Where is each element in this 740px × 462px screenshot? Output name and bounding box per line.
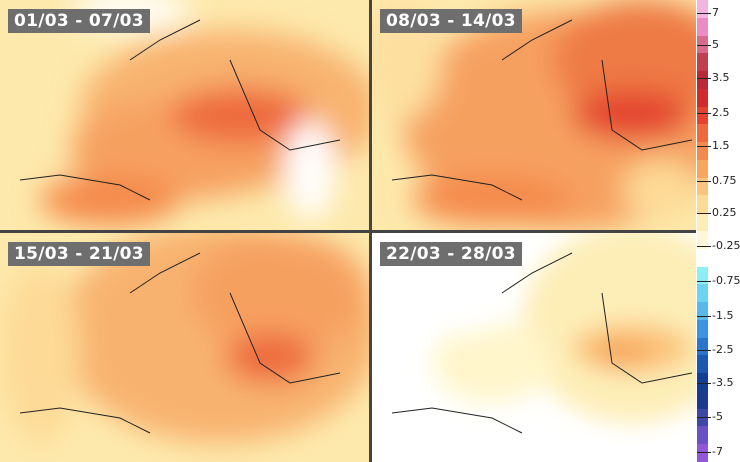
legend-label: -0.25 xyxy=(712,239,740,252)
legend-label: -5 xyxy=(712,410,723,423)
legend-tick xyxy=(697,452,711,453)
legend-swatch xyxy=(697,213,708,232)
legend-tick xyxy=(697,246,711,247)
panel-title: 01/03 - 07/03 xyxy=(8,9,150,33)
map-panel-week1: 01/03 - 07/03 xyxy=(0,0,369,230)
legend-tick xyxy=(697,181,711,182)
legend-swatch xyxy=(697,35,708,54)
panel-title: 08/03 - 14/03 xyxy=(380,9,522,33)
legend-label: 5 xyxy=(712,38,719,51)
map-panel-week3: 15/03 - 21/03 xyxy=(0,233,369,462)
legend-label: 1.5 xyxy=(712,139,730,152)
legend-swatch xyxy=(697,426,708,445)
legend-tick xyxy=(697,213,711,214)
legend-swatch xyxy=(697,142,708,161)
legend-swatch xyxy=(697,390,708,410)
legend-swatch xyxy=(697,124,708,143)
legend-tick xyxy=(697,13,711,14)
legend-swatch xyxy=(697,355,708,374)
legend-tick xyxy=(697,350,711,351)
legend-swatch xyxy=(697,0,708,19)
legend-swatch xyxy=(697,337,708,356)
legend-label: -1.5 xyxy=(712,309,734,322)
legend-tick xyxy=(697,45,711,46)
legend-swatch xyxy=(697,302,708,321)
legend-swatch xyxy=(697,17,708,37)
legend-tick xyxy=(697,146,711,147)
legend-label: -7 xyxy=(712,445,723,458)
legend-swatch xyxy=(697,195,708,214)
panel-divider xyxy=(0,230,696,233)
map-panel-week4: 22/03 - 28/03 xyxy=(372,233,696,462)
anomaly-map xyxy=(0,233,369,443)
map-panel-week2: 08/03 - 14/03 xyxy=(372,0,696,230)
legend-swatch xyxy=(697,284,708,303)
anomaly-map xyxy=(19,0,369,225)
legend-label: 0.25 xyxy=(712,206,737,219)
anomaly-map xyxy=(391,233,696,434)
legend-tick xyxy=(697,316,711,317)
legend-swatch xyxy=(697,106,708,125)
legend-swatch xyxy=(697,248,708,268)
panel-title: 22/03 - 28/03 xyxy=(380,242,522,266)
legend-label: -3.5 xyxy=(712,376,734,389)
legend-swatch xyxy=(697,71,708,90)
legend-tick xyxy=(697,281,711,282)
legend-label: -2.5 xyxy=(712,343,734,356)
legend-tick xyxy=(697,113,711,114)
legend-label: 3.5 xyxy=(712,71,730,84)
legend-swatch xyxy=(697,266,708,285)
anomaly-map xyxy=(372,0,696,230)
panel-title: 15/03 - 21/03 xyxy=(8,242,150,266)
legend-tick xyxy=(697,383,711,384)
legend-swatch xyxy=(697,159,708,179)
legend-swatch xyxy=(697,177,708,196)
legend-label: 0.75 xyxy=(712,174,737,187)
legend-swatch xyxy=(697,373,708,392)
legend-label: -0.75 xyxy=(712,274,740,287)
legend-swatch xyxy=(697,88,708,108)
legend-swatch xyxy=(697,231,708,250)
legend-tick xyxy=(697,78,711,79)
legend-swatch xyxy=(697,444,708,462)
color-legend: 7 5 3.5 2.5 1.5 0.75 0.25 -0.25 -0.75 -1.5 -2.5 -3.… xyxy=(696,0,740,462)
legend-label: 2.5 xyxy=(712,106,730,119)
legend-swatch xyxy=(697,53,708,72)
legend-tick xyxy=(697,417,711,418)
legend-label: 7 xyxy=(712,6,719,19)
legend-swatch xyxy=(697,319,708,339)
